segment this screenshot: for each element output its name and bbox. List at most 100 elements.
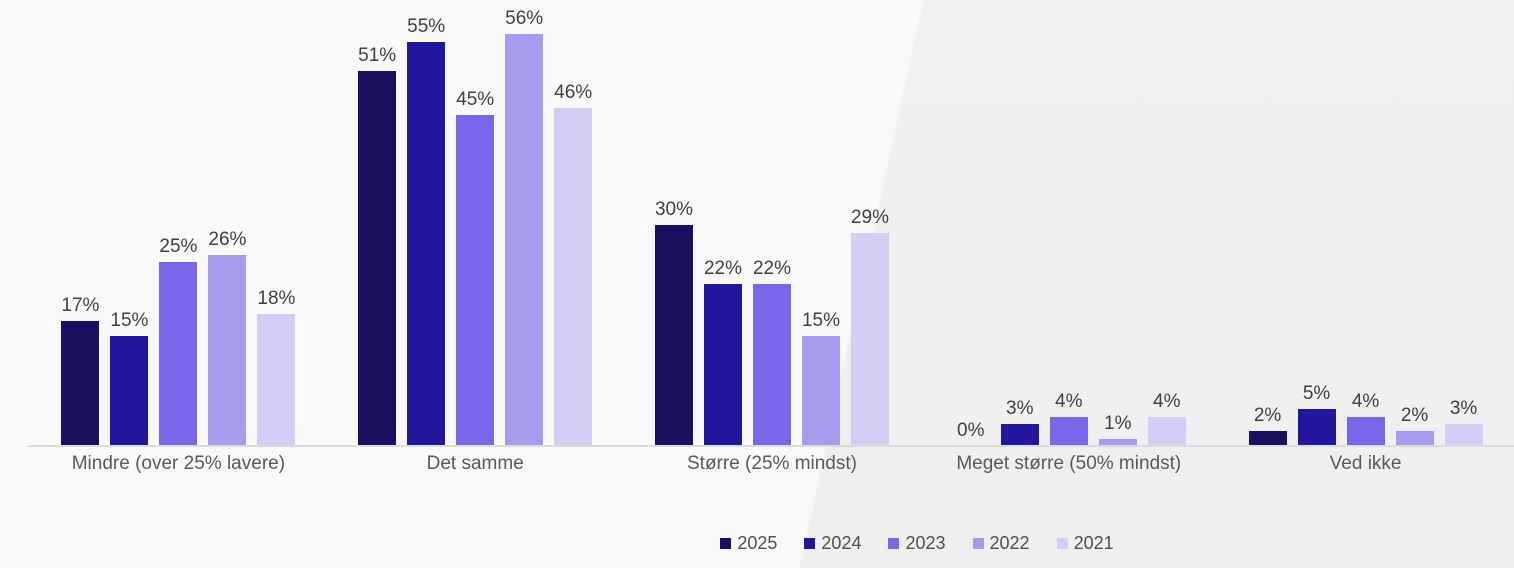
- bar-value-label: 25%: [159, 236, 198, 257]
- bar-slot: 29%: [851, 0, 889, 446]
- legend-swatch-icon: [804, 537, 816, 549]
- bar-slot: 45%: [456, 0, 494, 446]
- bar[interactable]: [61, 321, 100, 446]
- legend-label: 2022: [989, 533, 1030, 553]
- bar-slot: 25%: [159, 0, 197, 446]
- bar[interactable]: [159, 262, 198, 446]
- bar[interactable]: [1098, 439, 1137, 446]
- bar-slot: 46%: [554, 0, 592, 446]
- bar-slot: 55%: [407, 0, 445, 446]
- bar-value-label: 1%: [1104, 413, 1132, 434]
- bar-value-label: 3%: [1006, 398, 1034, 419]
- category-label: Meget større (50% mindst): [956, 453, 1182, 474]
- legend-item-2025[interactable]: 2025: [720, 534, 777, 552]
- bar-value-label: 46%: [554, 82, 593, 103]
- bar-slot: 22%: [704, 0, 742, 446]
- bar-value-label: 55%: [407, 16, 446, 37]
- bar[interactable]: [654, 225, 693, 446]
- legend-item-2022[interactable]: 2022: [972, 533, 1030, 553]
- bar-slot: 30%: [655, 0, 693, 446]
- category-label: Det samme: [426, 453, 524, 474]
- bar-value-label: 15%: [801, 310, 840, 331]
- bar-slot: 18%: [257, 0, 295, 446]
- bar[interactable]: [1049, 417, 1088, 446]
- legend-label: 2024: [821, 533, 862, 553]
- x-axis-line: [28, 445, 1514, 447]
- bar-value-label: 5%: [1302, 383, 1331, 404]
- legend-label: 2023: [905, 533, 946, 553]
- bar[interactable]: [1248, 431, 1287, 446]
- bar-slot: 26%: [208, 0, 246, 446]
- bar[interactable]: [1346, 417, 1385, 446]
- bar[interactable]: [110, 336, 149, 446]
- bar[interactable]: [1395, 431, 1434, 446]
- bar-value-label: 3%: [1449, 398, 1478, 419]
- bar-slot: 17%: [61, 0, 99, 446]
- bar-group: 51% 55% 45% 56% 46%: [327, 0, 624, 446]
- bar-value-label: 17%: [61, 295, 100, 316]
- bar-value-label: 4%: [1153, 391, 1181, 412]
- bar-slot: 5%: [1297, 0, 1336, 446]
- bar[interactable]: [1000, 424, 1039, 446]
- bar-slot: 4%: [1049, 0, 1088, 446]
- bar-value-label: 26%: [208, 229, 247, 250]
- bar-slot: 0%: [952, 0, 990, 446]
- category-label: Mindre (over 25% lavere): [71, 453, 286, 474]
- legend-item-2024[interactable]: 2024: [804, 534, 861, 552]
- bar-group: 30% 22% 22% 15% 29%: [624, 0, 921, 446]
- bar[interactable]: [456, 115, 495, 446]
- bar[interactable]: [703, 284, 742, 446]
- bar-value-label: 45%: [456, 89, 495, 110]
- bar-group: 2% 5% 4% 2% 3%: [1217, 0, 1514, 446]
- bar-slot: 22%: [753, 0, 791, 446]
- bar-group: 17% 15% 25% 26% 18%: [30, 0, 327, 446]
- bar-value-label: 56%: [505, 8, 544, 29]
- bar-value-label: 4%: [1351, 391, 1380, 412]
- bar[interactable]: [554, 108, 593, 446]
- bar[interactable]: [801, 336, 840, 446]
- bar-value-label: 15%: [110, 310, 149, 331]
- legend: 2025 2024 2023 2022 2021: [160, 534, 1514, 552]
- bar[interactable]: [850, 233, 889, 446]
- bar[interactable]: [358, 71, 397, 446]
- bar[interactable]: [1444, 424, 1483, 446]
- bar-slot: 4%: [1346, 0, 1385, 446]
- x-axis-category-labels: Mindre (over 25% lavere) Det samme Større …: [30, 452, 1514, 477]
- bar-slot: 3%: [1000, 0, 1039, 446]
- bar-value-label: 51%: [358, 45, 397, 66]
- legend-item-2023[interactable]: 2023: [888, 533, 946, 553]
- legend-swatch-icon: [720, 537, 732, 549]
- legend-item-2021[interactable]: 2021: [1056, 533, 1114, 553]
- bar[interactable]: [257, 314, 296, 446]
- legend-label: 2021: [1073, 533, 1114, 553]
- bar-slot: 2%: [1395, 0, 1434, 446]
- bar[interactable]: [1147, 417, 1186, 446]
- bar-slot: 15%: [110, 0, 148, 446]
- bar-slot: 15%: [802, 0, 840, 446]
- bar-slot: 1%: [1098, 0, 1137, 446]
- bar-value-label: 2%: [1400, 405, 1429, 426]
- bar-slot: 56%: [505, 0, 543, 446]
- bar[interactable]: [208, 255, 247, 446]
- legend-label: 2025: [737, 533, 778, 553]
- category-label: Større (25% mindst): [687, 453, 857, 474]
- bar[interactable]: [505, 34, 544, 446]
- bar-value-label: 29%: [850, 207, 889, 228]
- bar-value-label: 2%: [1253, 405, 1282, 426]
- legend-swatch-icon: [972, 537, 984, 549]
- plot-area: 17% 15% 25% 26% 18% 51% 55% 45% 56% 46% 30% 22% 22% 1…: [30, 0, 1514, 446]
- legend-swatch-icon: [1056, 537, 1068, 549]
- legend-swatch-icon: [888, 537, 900, 549]
- bar-value-label: 18%: [257, 288, 296, 309]
- bar[interactable]: [752, 284, 791, 446]
- bar-value-label: 22%: [752, 258, 791, 279]
- bar-value-label: 30%: [654, 199, 693, 220]
- bar-value-label: 22%: [703, 258, 742, 279]
- bar-slot: 51%: [358, 0, 396, 446]
- bar-value-label: 0%: [957, 420, 985, 441]
- bar-value-label: 4%: [1055, 391, 1083, 412]
- bar-slot: 4%: [1147, 0, 1186, 446]
- bar[interactable]: [407, 42, 446, 446]
- bar[interactable]: [1297, 409, 1336, 446]
